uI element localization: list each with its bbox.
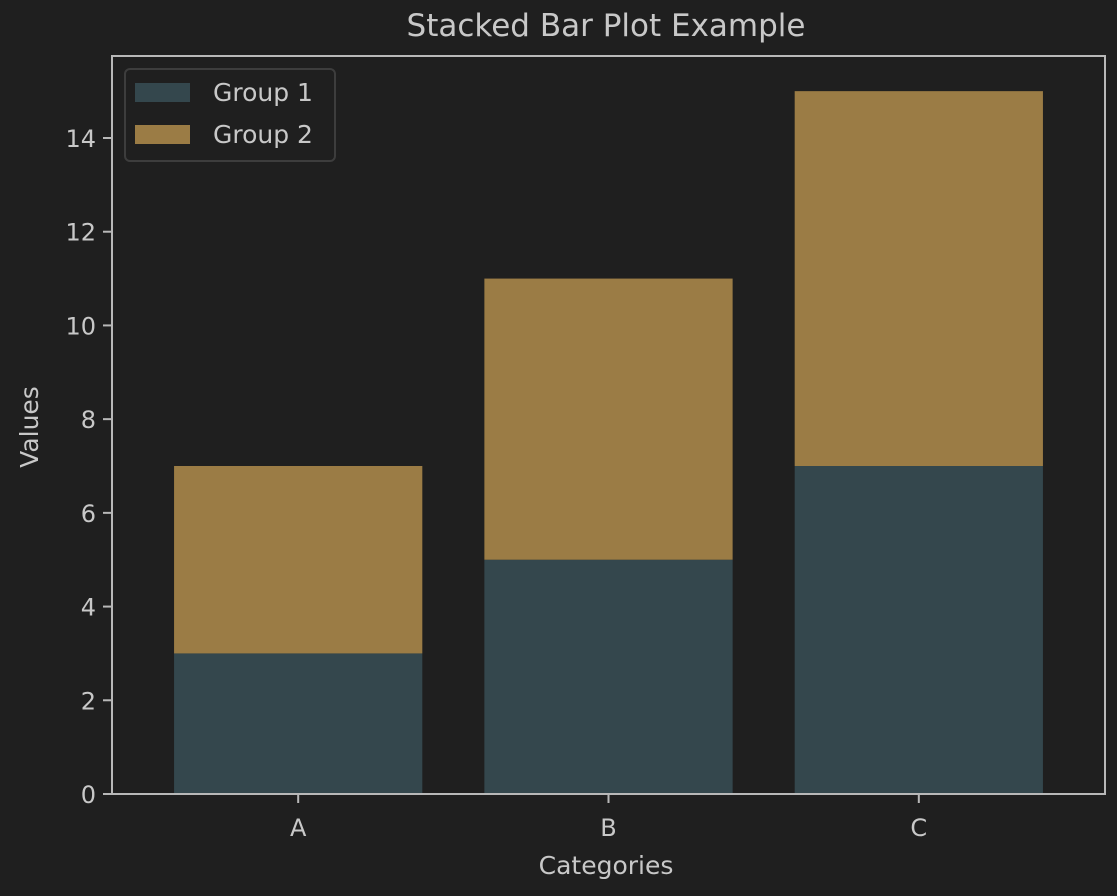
x-axis: A B C	[290, 794, 927, 842]
y-tick-label: 2	[81, 687, 96, 715]
x-tick-label-b: B	[600, 814, 616, 842]
y-tick-label: 6	[81, 500, 96, 528]
y-axis-label: Values	[15, 386, 44, 468]
y-tick-label: 14	[65, 125, 96, 153]
legend-swatch-group-1	[135, 83, 190, 102]
legend-label-group-2: Group 2	[213, 120, 313, 149]
chart-title: Stacked Bar Plot Example	[407, 8, 806, 44]
x-axis-label: Categories	[539, 851, 674, 880]
legend-label-group-1: Group 1	[213, 78, 313, 107]
bar-b-group-2	[484, 278, 733, 560]
legend-swatch-group-2	[135, 125, 190, 144]
plot-frame	[111, 55, 1106, 795]
x-tick-label-a: A	[290, 814, 307, 842]
bar-a-group-1	[174, 653, 423, 794]
y-axis: 0 2 4 6 8 10 12 14	[65, 125, 112, 809]
bar-b-group-1	[484, 559, 733, 794]
bar-c-group-2	[794, 91, 1043, 467]
y-tick-label: 4	[81, 594, 96, 622]
y-tick-label: 10	[65, 312, 96, 340]
bar-c-group-1	[794, 466, 1043, 794]
y-tick-label: 12	[65, 219, 96, 247]
bars-group	[174, 91, 1043, 794]
y-tick-label: 0	[81, 781, 96, 809]
legend: Group 1 Group 2	[124, 68, 336, 162]
x-tick-label-c: C	[910, 814, 927, 842]
y-tick-label: 8	[81, 406, 96, 434]
bar-a-group-2	[174, 466, 423, 654]
